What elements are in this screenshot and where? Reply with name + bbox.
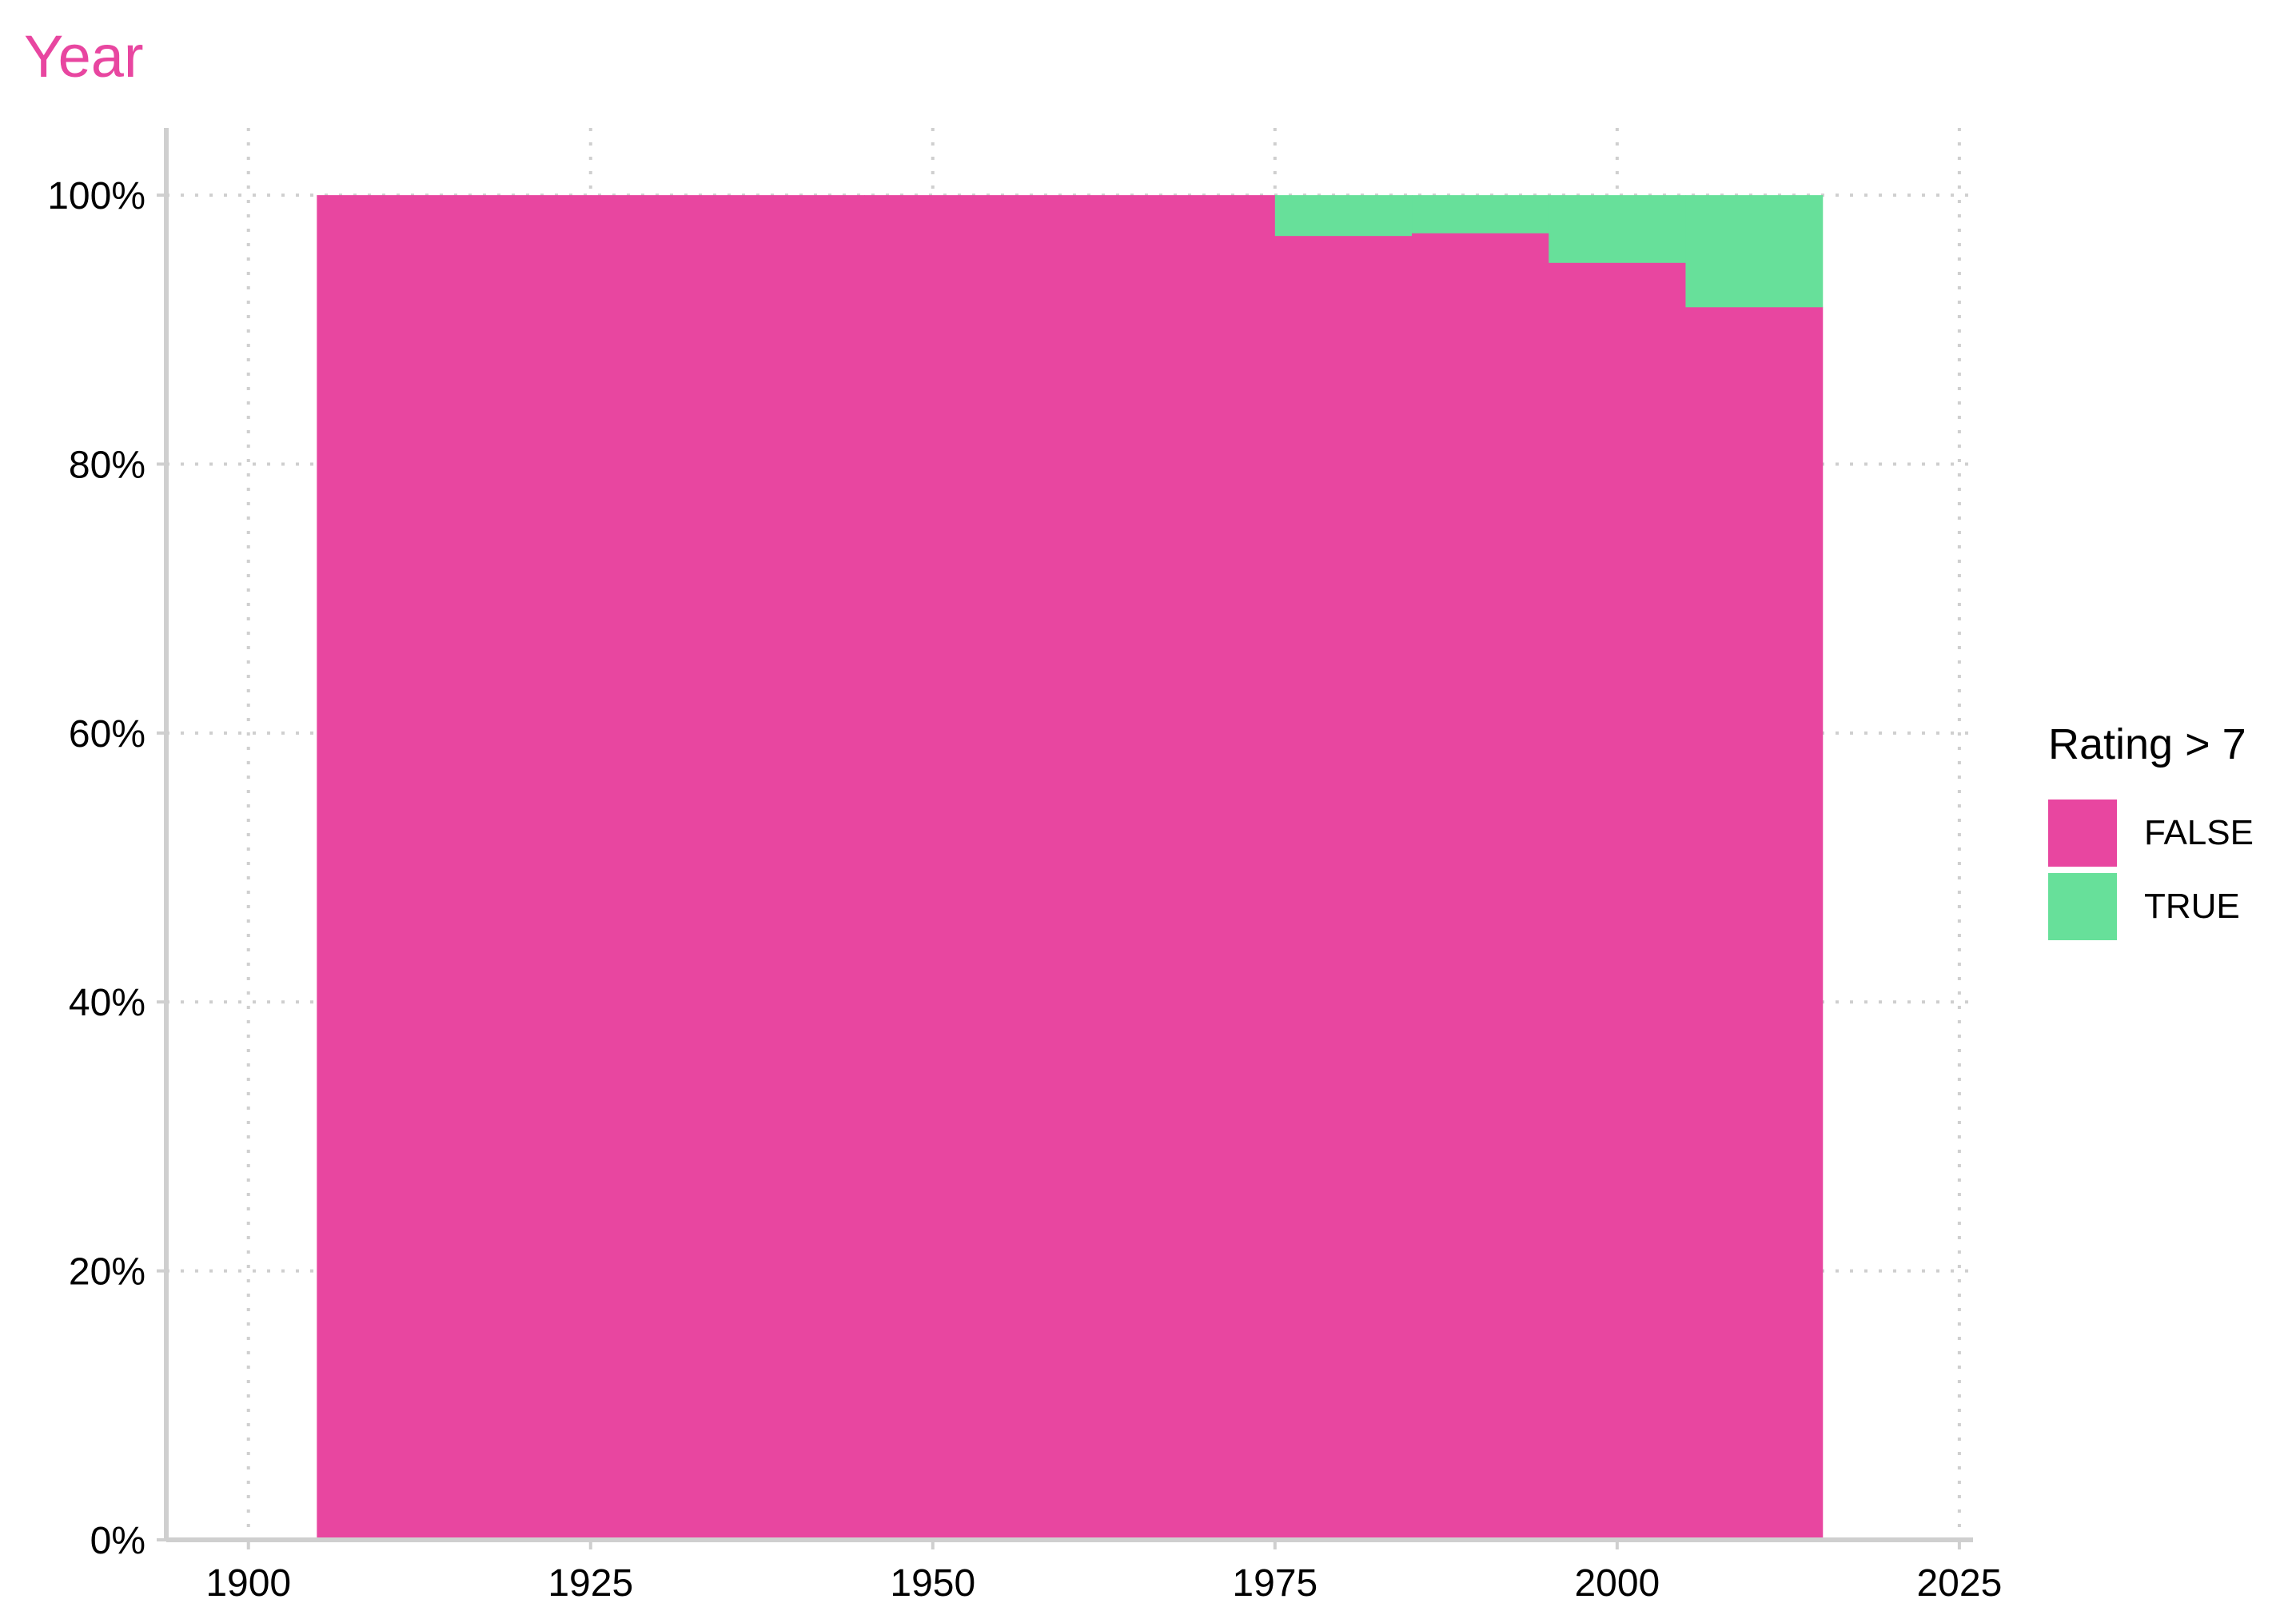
y-tick-label: 20% xyxy=(69,1251,145,1294)
bar-true-1980 xyxy=(1274,195,1413,237)
axes xyxy=(157,128,1973,1549)
bar-false-1930 xyxy=(590,195,728,1541)
chart-title: Year xyxy=(24,23,144,90)
y-tick-label: 100% xyxy=(47,175,145,217)
bar-false-1990 xyxy=(1412,233,1549,1541)
tick-labels: 1900 1925 1950 1975 2000 2025 0% 20% 40% 60% 80% 10… xyxy=(47,175,2002,1605)
legend-label-false: FALSE xyxy=(2144,813,2254,852)
bar-false-1950 xyxy=(864,195,1002,1541)
y-tick-label: 80% xyxy=(69,444,145,486)
legend: Rating > 7 FALSE TRUE xyxy=(2048,720,2254,943)
legend-swatch-false xyxy=(2048,800,2117,867)
legend-item-false: FALSE xyxy=(2048,796,2254,870)
legend-swatch-true xyxy=(2048,873,2117,940)
y-tick-label: 60% xyxy=(69,713,145,756)
x-tick-label: 2025 xyxy=(1916,1562,2002,1605)
legend-label-true: TRUE xyxy=(2144,887,2240,926)
bar-false-1940 xyxy=(727,195,865,1541)
bar-true-1990 xyxy=(1412,195,1549,233)
legend-item-true: TRUE xyxy=(2048,870,2254,943)
x-tick-label: 1900 xyxy=(205,1562,291,1605)
y-tick-label: 0% xyxy=(90,1520,145,1562)
bar-false-2010 xyxy=(1685,306,1824,1541)
legend-title: Rating > 7 xyxy=(2048,720,2246,768)
x-tick-label: 1925 xyxy=(548,1562,633,1605)
y-tick-label: 40% xyxy=(69,982,145,1024)
x-tick-label: 2000 xyxy=(1574,1562,1660,1605)
bar-false-1910 xyxy=(317,195,455,1541)
bar-true-2010 xyxy=(1685,195,1824,308)
bar-true-2000 xyxy=(1549,195,1687,263)
bar-false-1920 xyxy=(453,195,592,1541)
bar-false-1960 xyxy=(1001,195,1139,1541)
bars xyxy=(317,195,1824,1541)
bar-false-1970 xyxy=(1138,195,1276,1541)
x-tick-label: 1975 xyxy=(1232,1562,1317,1605)
bar-false-1980 xyxy=(1274,235,1413,1541)
x-tick-label: 1950 xyxy=(890,1562,975,1605)
bar-false-2000 xyxy=(1549,262,1687,1541)
